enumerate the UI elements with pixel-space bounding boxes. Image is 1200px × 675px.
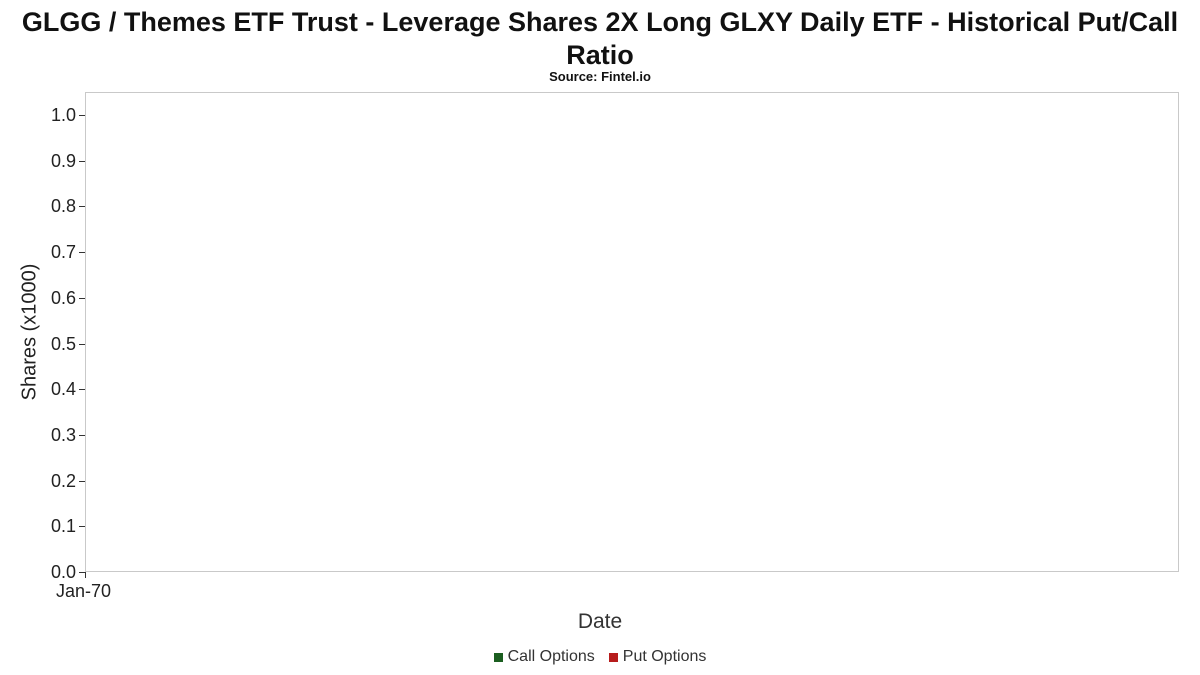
y-tick-label: 0.9 [50,150,76,171]
y-tick-label: 0.3 [50,424,76,445]
legend-label: Put Options [622,648,707,665]
y-tick-mark [79,480,85,482]
y-tick-mark [79,389,85,391]
y-tick-label: 0.5 [50,333,76,354]
y-tick-label: 1.0 [50,105,76,125]
chart-title: GLGG / Themes ETF Trust - Leverage Share… [21,7,1179,70]
legend: Call Options Put Options [0,648,1200,666]
legend-item: Put Options [608,648,707,666]
legend-swatch-icon [493,652,503,662]
x-tick-mark [85,572,86,578]
y-tick-mark [79,434,85,436]
y-tick-label: 0.4 [50,379,76,400]
y-tick-mark [79,252,85,254]
legend-item: Call Options [493,648,595,666]
y-tick-mark [79,206,85,208]
legend-swatch-icon [608,652,618,662]
x-axis-title: Date [577,610,623,633]
y-tick-label: 0.2 [50,470,76,491]
plot-area [85,92,1179,572]
y-tick-mark [79,160,85,162]
y-tick-label: 0.6 [50,287,76,308]
y-tick-mark [79,297,85,299]
y-tick-mark [79,572,85,573]
y-tick-mark [79,526,85,528]
legend-label: Call Options [507,648,595,665]
y-tick-mark [79,343,85,345]
y-tick-label: 0.8 [50,196,76,217]
y-tick-label: 0.1 [50,516,76,537]
y-tick-mark [79,115,85,116]
y-tick-label: 0.7 [50,242,76,263]
x-tick-label: Jan-70 [56,581,112,601]
y-tick-label: 0.0 [50,562,76,582]
chart-subtitle: Source: Fintel.io [549,69,651,84]
